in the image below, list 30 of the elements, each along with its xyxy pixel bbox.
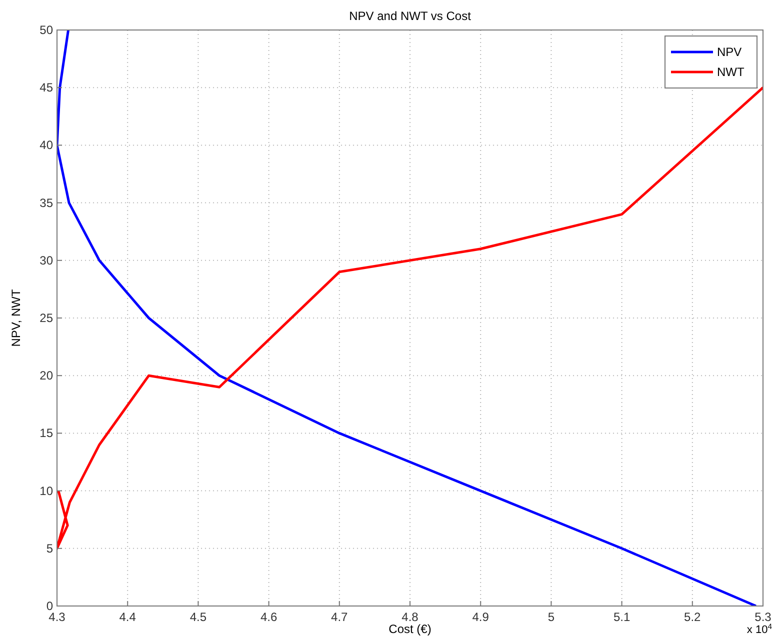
- y-tick-label: 10: [40, 484, 54, 498]
- x-tick-label: 4.6: [260, 610, 278, 624]
- x-tick-label: 5.3: [754, 610, 772, 624]
- y-tick-label: 40: [40, 138, 54, 152]
- y-tick-label: 0: [46, 599, 54, 613]
- x-tick-label: 4.3: [48, 610, 66, 624]
- y-tick-label: 5: [46, 541, 54, 556]
- x-tick-label: 4.9: [472, 610, 490, 624]
- x-tick-label: 5.1: [613, 610, 630, 624]
- chart-title: NPV and NWT vs Cost: [349, 9, 472, 23]
- x-axis-title: Cost (€): [388, 622, 432, 636]
- y-tick-label: 35: [40, 196, 54, 210]
- x-tick-label: 5.2: [684, 610, 702, 624]
- y-axis-title: NPV, NWT: [9, 288, 23, 347]
- x-tick-label: 4.7: [331, 610, 348, 624]
- y-tick-label: 45: [40, 80, 54, 95]
- line-series: [57, 86, 763, 550]
- legend-label: NWT: [717, 65, 745, 79]
- y-tick-label: 20: [40, 368, 54, 383]
- legend-label: NPV: [717, 45, 742, 59]
- x-tick-label: 4.8: [402, 610, 419, 624]
- y-tick-label: 25: [40, 311, 54, 325]
- y-tick-label: 50: [40, 23, 54, 37]
- line-series: [57, 30, 758, 606]
- x-tick-label: 4.4: [119, 610, 136, 624]
- x-tick-label: 4.5: [190, 610, 207, 624]
- text: x 10$^{4}$: [746, 622, 773, 636]
- x-tick-label: 5: [548, 610, 555, 624]
- y-tick-label: 30: [40, 253, 54, 268]
- y-tick-label: 15: [40, 426, 54, 440]
